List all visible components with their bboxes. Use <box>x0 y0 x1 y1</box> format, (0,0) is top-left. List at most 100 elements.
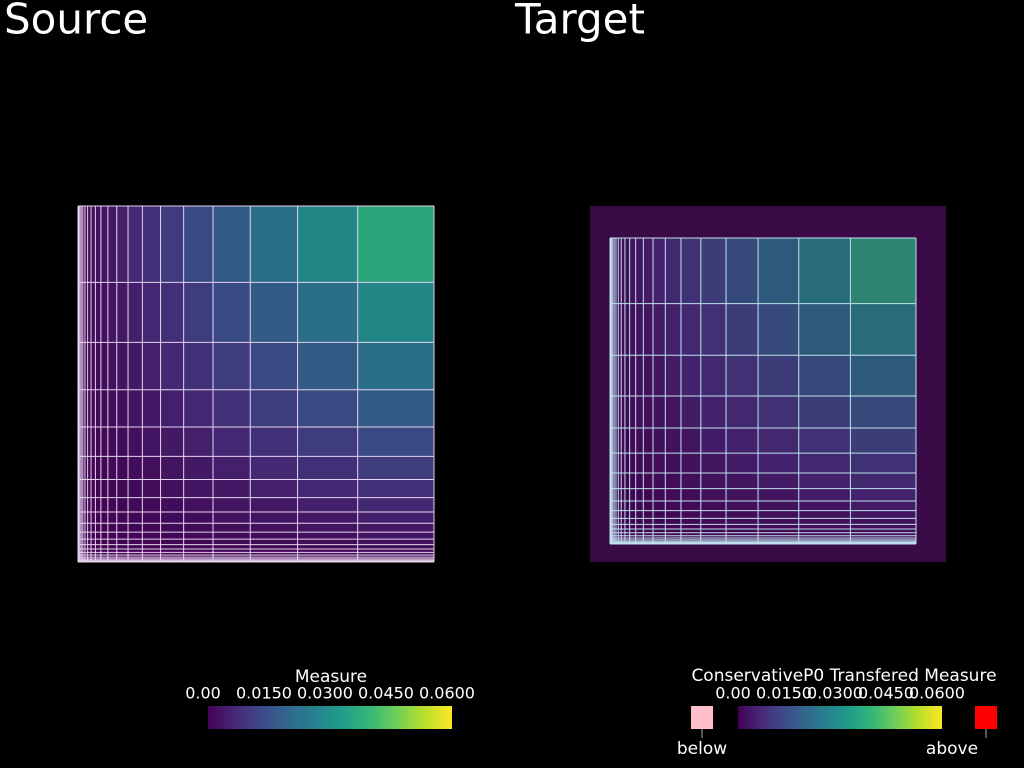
mesh-cell <box>700 535 727 539</box>
mesh-cell <box>643 532 654 536</box>
mesh-cell <box>618 303 622 356</box>
mesh-cell <box>142 548 161 553</box>
mesh-cell <box>250 389 298 428</box>
mesh-cell <box>81 560 83 562</box>
mesh-cell <box>850 529 916 533</box>
mesh-cell <box>357 560 434 562</box>
mesh-cell <box>612 532 615 536</box>
mesh-cell <box>212 532 251 540</box>
mesh-cell <box>700 539 727 542</box>
mesh-cell <box>107 548 117 553</box>
mesh-cell <box>91 427 96 457</box>
mesh-cell <box>700 355 727 396</box>
mesh-cell <box>297 206 358 283</box>
mesh-cell <box>700 238 727 304</box>
mesh-cell <box>758 538 799 540</box>
mesh-cell <box>614 238 616 304</box>
mesh-cell <box>611 524 613 530</box>
mesh-cell <box>357 206 434 283</box>
mesh-cell <box>665 488 681 501</box>
mesh-cell <box>624 427 630 454</box>
mesh-cell <box>615 541 619 543</box>
mesh-cell <box>618 524 622 530</box>
mesh-cell <box>614 539 616 542</box>
mesh-cell <box>79 456 82 480</box>
mesh-cell <box>212 555 251 558</box>
mesh-cell <box>91 479 96 498</box>
mesh-cell <box>87 523 92 533</box>
mesh-cell <box>183 532 213 540</box>
mesh-cell <box>635 238 644 304</box>
mesh-cell <box>357 342 434 390</box>
mesh-cell <box>79 557 82 559</box>
mesh-cell <box>142 558 161 561</box>
mesh-cell <box>91 511 96 524</box>
mesh-cell <box>107 560 117 562</box>
mesh-cell <box>84 427 88 457</box>
mesh-cell <box>87 557 92 559</box>
mesh-cell <box>107 389 117 428</box>
mesh-cell <box>100 282 108 343</box>
mesh-cell <box>643 500 654 511</box>
mesh-cell <box>128 479 143 498</box>
mesh-cell <box>758 535 799 539</box>
mesh-cell <box>643 303 654 356</box>
mesh-cell <box>611 488 613 501</box>
mesh-cell <box>700 524 727 530</box>
mesh-cell <box>250 511 298 524</box>
mesh-cell <box>618 238 622 304</box>
mesh-cell <box>128 544 143 549</box>
mesh-cell <box>798 510 851 519</box>
mesh-cell <box>850 518 916 525</box>
mesh-cell <box>84 456 88 480</box>
mesh-cell <box>128 497 143 512</box>
mesh-cell <box>82 555 85 558</box>
mesh-cell <box>79 532 82 540</box>
mesh-cell <box>183 511 213 524</box>
mesh-cell <box>611 473 613 489</box>
mesh-cell <box>635 538 644 540</box>
mesh-cell <box>142 552 161 556</box>
mesh-cell <box>142 539 161 545</box>
mesh-cell <box>758 518 799 525</box>
mesh-cell <box>614 541 616 543</box>
mesh-cell <box>212 544 251 549</box>
mesh-cell <box>618 473 622 489</box>
mesh-cell <box>611 395 613 428</box>
mesh-cell <box>629 238 636 304</box>
mesh-cell <box>212 560 251 562</box>
mesh-cell <box>643 510 654 519</box>
mesh-cell <box>82 342 85 390</box>
mesh-cell <box>81 389 83 428</box>
mesh-cell <box>87 511 92 524</box>
mesh-cell <box>643 539 654 542</box>
mesh-cell <box>758 529 799 533</box>
colorbar <box>208 706 452 729</box>
mesh-cell <box>160 523 184 533</box>
mesh-cell <box>357 497 434 512</box>
mesh-cell <box>100 427 108 457</box>
mesh-cell <box>653 541 666 543</box>
mesh-cell <box>142 389 161 428</box>
mesh-cell <box>357 456 434 480</box>
mesh-cell <box>82 552 85 556</box>
mesh-cell <box>100 511 108 524</box>
mesh-cell <box>615 355 619 396</box>
mesh-cell <box>78 497 80 512</box>
mesh-cell <box>95 497 101 512</box>
mesh-cell <box>615 427 619 454</box>
mesh-cell <box>128 389 143 428</box>
mesh-cell <box>758 427 799 454</box>
mesh-cell <box>250 552 298 556</box>
mesh-cell <box>629 427 636 454</box>
mesh-cell <box>91 342 96 390</box>
mesh-cell <box>621 510 625 519</box>
mesh-cell <box>95 389 101 428</box>
mesh-cell <box>621 488 625 501</box>
mesh-cell <box>78 427 80 457</box>
mesh-cell <box>357 539 434 545</box>
mesh-cell <box>81 479 83 498</box>
mesh-cell <box>212 342 251 390</box>
mesh-cell <box>850 524 916 530</box>
